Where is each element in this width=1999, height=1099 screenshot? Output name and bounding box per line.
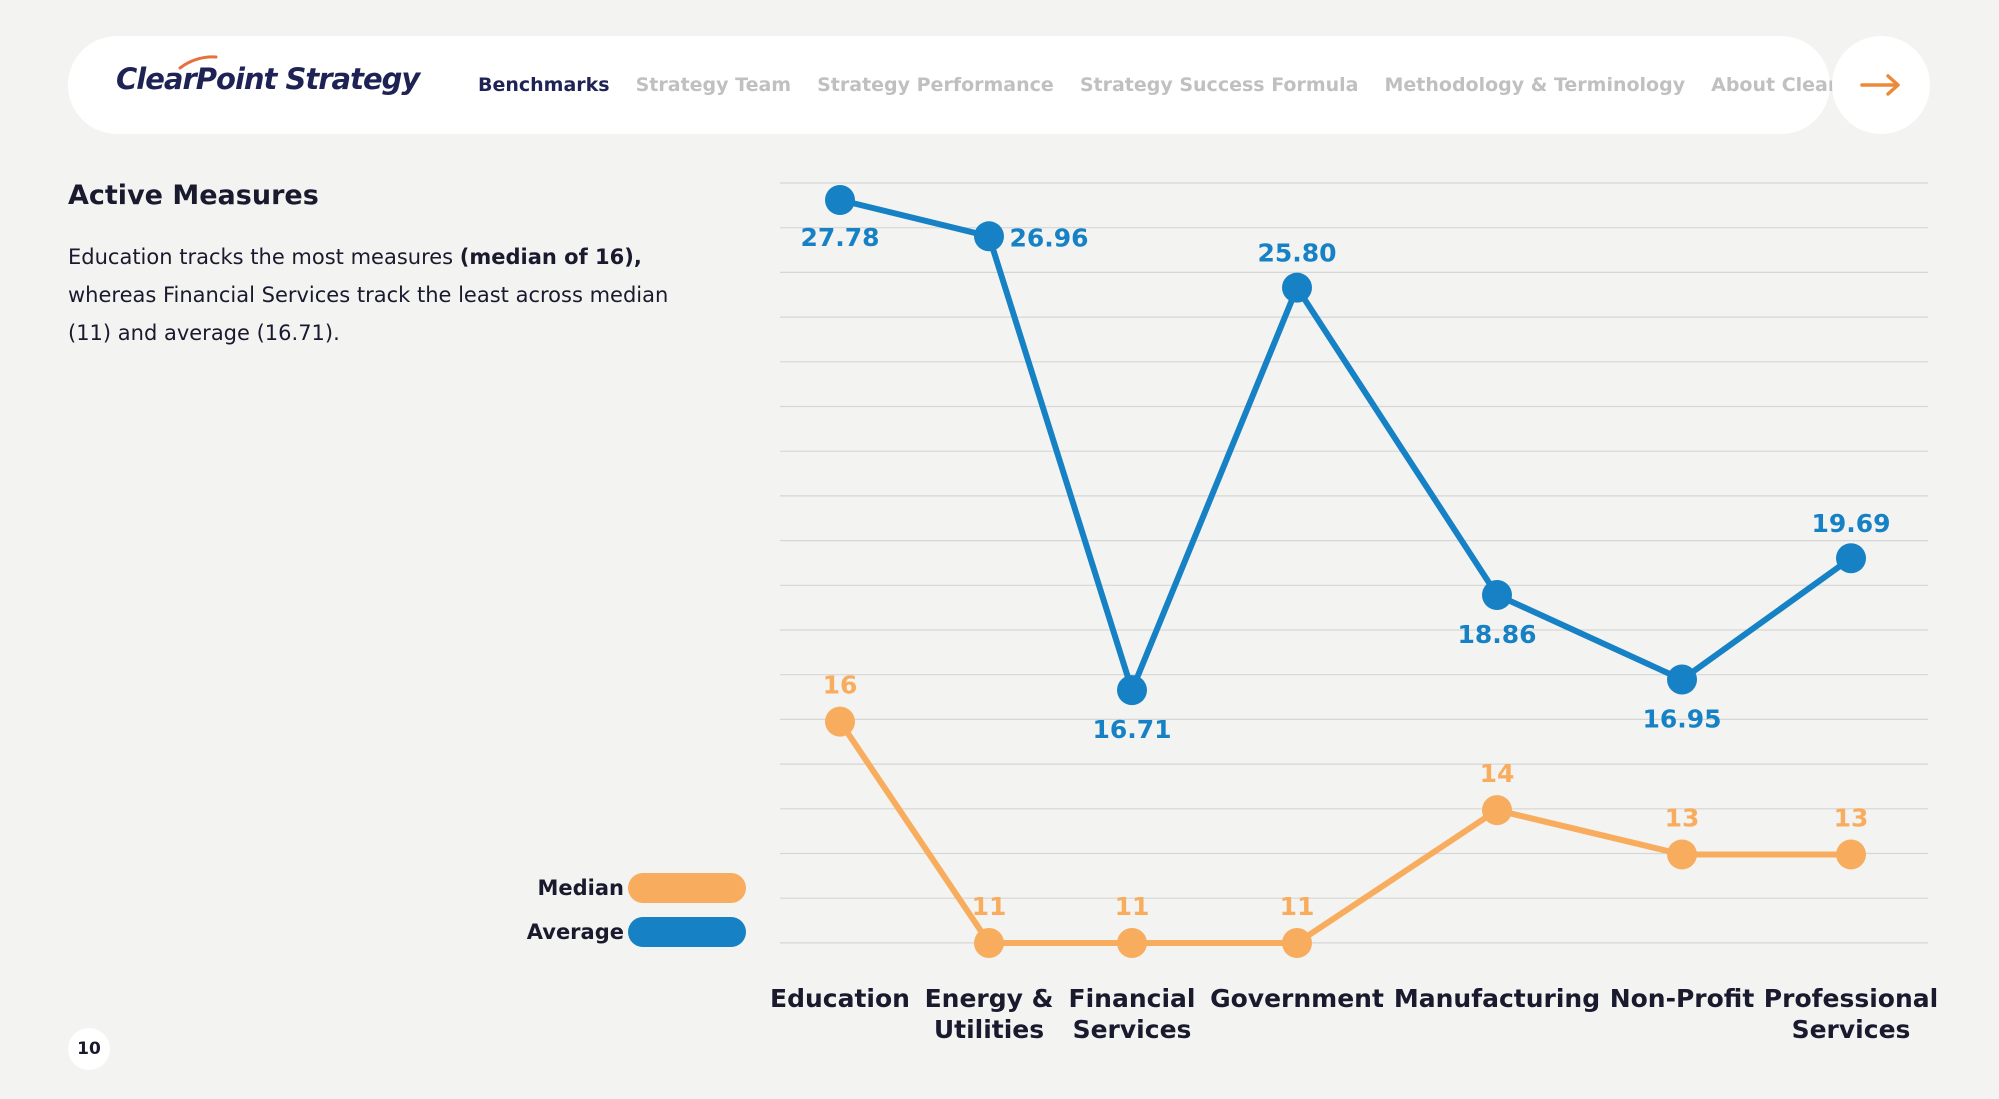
data-point-median	[974, 928, 1004, 958]
data-label-median: 16	[823, 671, 858, 700]
data-label-median: 11	[1280, 892, 1315, 921]
data-point-average	[974, 221, 1004, 252]
legend-label-median: Median	[537, 876, 625, 900]
data-point-average	[1482, 579, 1512, 610]
nav-menu: Benchmarks Strategy Team Strategy Performa…	[478, 36, 1893, 134]
chart-grid	[780, 182, 1928, 944]
data-label-median: 11	[1115, 892, 1150, 921]
section-title: Active Measures	[68, 180, 319, 211]
chart-value-labels: 16 11 11 11 14 13 13 27.78 26.96 16.71 25.80 18.86 1…	[800, 223, 1890, 921]
nav-item-strategy-success-formula[interactable]: Strategy Success Formula	[1079, 74, 1359, 96]
data-label-average: 25.80	[1257, 239, 1336, 268]
data-point-median	[825, 706, 855, 737]
data-label-median: 11	[972, 892, 1007, 921]
next-page-button[interactable]	[1832, 36, 1930, 134]
legend-swatch-average	[628, 917, 746, 947]
data-point-median	[1282, 928, 1312, 958]
data-point-median	[1117, 928, 1147, 958]
legend-item-median: Median	[500, 866, 746, 910]
clearpoint-logo[interactable]: ClearPoint Strategy	[116, 55, 420, 96]
x-tick-label: Professional Services	[1764, 984, 1938, 1044]
legend-item-average: Average	[500, 910, 746, 954]
legend-swatch-median	[628, 873, 746, 903]
data-point-median	[1667, 839, 1697, 870]
series-line-average	[839, 197, 1853, 694]
data-point-median	[1482, 795, 1512, 826]
x-tick-label: Energy & Utilities	[925, 984, 1054, 1044]
section-description: Education tracks the most measures (medi…	[68, 238, 708, 352]
logo-swoosh-icon	[178, 55, 218, 70]
data-point-average	[1117, 675, 1147, 706]
data-label-average: 27.78	[800, 223, 879, 252]
legend-label-average: Average	[526, 920, 624, 944]
x-tick-label: Non-Profit	[1610, 984, 1755, 1013]
data-label-average: 26.96	[1009, 223, 1088, 252]
nav-item-strategy-performance[interactable]: Strategy Performance	[817, 74, 1054, 96]
desc-bold: (median of 16),	[459, 245, 642, 269]
data-label-average: 19.69	[1811, 509, 1890, 538]
arrow-right-icon	[1860, 74, 1900, 96]
chart-points	[825, 185, 1866, 958]
data-point-average	[825, 185, 855, 215]
top-nav-bar: ClearPoint Strategy Benchmarks Strategy T…	[68, 36, 1893, 134]
x-tick-label: Government	[1210, 984, 1384, 1013]
x-tick-label: Manufacturing	[1394, 984, 1600, 1013]
data-label-average: 16.95	[1642, 705, 1721, 734]
page-number: 10	[68, 1028, 110, 1070]
data-label-median: 14	[1480, 759, 1515, 788]
nav-item-methodology-terminology[interactable]: Methodology & Terminology	[1384, 74, 1686, 96]
desc-part-2: whereas Financial Services track the lea…	[68, 283, 669, 345]
x-tick-label: Education	[770, 984, 910, 1013]
x-tick-label: Financial Services	[1069, 984, 1196, 1044]
data-point-median	[1836, 839, 1866, 870]
nav-item-benchmarks[interactable]: Benchmarks	[478, 74, 610, 96]
data-label-average: 18.86	[1457, 620, 1536, 649]
chart-legend: Median Average	[500, 866, 746, 954]
data-label-average: 16.71	[1092, 715, 1171, 744]
nav-item-strategy-team[interactable]: Strategy Team	[635, 74, 792, 96]
logo-text: ClearPoint Strategy	[116, 62, 420, 96]
data-point-average	[1667, 664, 1697, 695]
data-label-median: 13	[1665, 803, 1700, 832]
data-point-average	[1836, 543, 1866, 574]
data-point-average	[1282, 272, 1312, 303]
data-label-median: 13	[1834, 803, 1869, 832]
desc-part-1: Education tracks the most measures	[68, 245, 460, 269]
